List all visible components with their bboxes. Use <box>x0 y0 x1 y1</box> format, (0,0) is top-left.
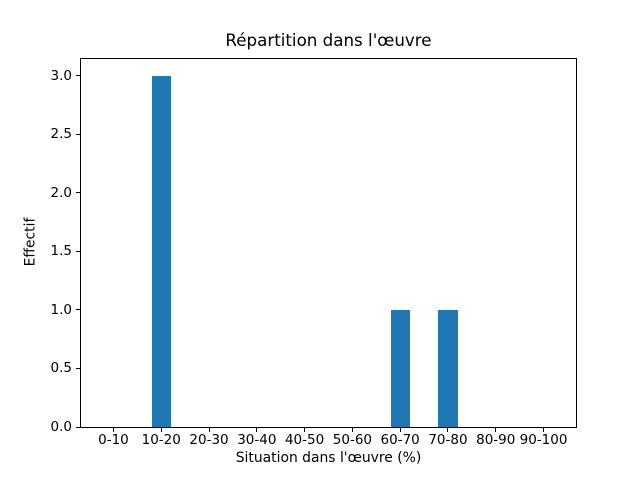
y-tick <box>76 75 80 77</box>
x-tick <box>495 428 497 432</box>
x-tick-label: 70-80 <box>428 432 468 448</box>
chart-title: Répartition dans l'œuvre <box>225 30 432 50</box>
x-tick <box>543 428 545 432</box>
y-tick-label: 1.0 <box>50 301 72 318</box>
x-tick <box>160 428 162 432</box>
x-tick-label: 80-90 <box>476 432 516 448</box>
x-tick <box>112 428 114 432</box>
y-tick <box>76 192 80 194</box>
x-tick-label: 60-70 <box>380 432 420 448</box>
y-tick-label: 3.0 <box>50 67 72 84</box>
x-tick-label: 10-20 <box>141 432 181 448</box>
y-tick-label: 0.0 <box>50 419 72 435</box>
y-tick <box>76 133 80 135</box>
bar <box>438 309 458 427</box>
x-tick <box>399 428 401 432</box>
x-tick <box>304 428 306 432</box>
y-tick <box>76 426 80 428</box>
x-tick-label: 50-60 <box>332 432 372 448</box>
y-axis-label: Effectif <box>22 217 39 267</box>
bar <box>390 309 410 427</box>
y-tick <box>76 367 80 369</box>
x-tick-label: 20-30 <box>189 432 229 448</box>
x-tick-label: 90-100 <box>519 432 568 448</box>
y-tick-label: 0.5 <box>50 360 72 377</box>
x-axis-label: Situation dans l'œuvre (%) <box>235 450 422 466</box>
x-tick-label: 30-40 <box>237 432 277 448</box>
x-tick <box>447 428 449 432</box>
y-tick-label: 1.5 <box>50 243 72 260</box>
y-tick-label: 2.0 <box>50 184 72 201</box>
bar <box>151 75 171 427</box>
y-tick <box>76 250 80 252</box>
x-tick <box>256 428 258 432</box>
y-tick-label: 2.5 <box>50 126 72 143</box>
x-tick <box>208 428 210 432</box>
x-tick-label: 0-10 <box>98 432 129 448</box>
x-tick <box>351 428 353 432</box>
x-tick-label: 40-50 <box>284 432 325 448</box>
y-tick <box>76 309 80 311</box>
